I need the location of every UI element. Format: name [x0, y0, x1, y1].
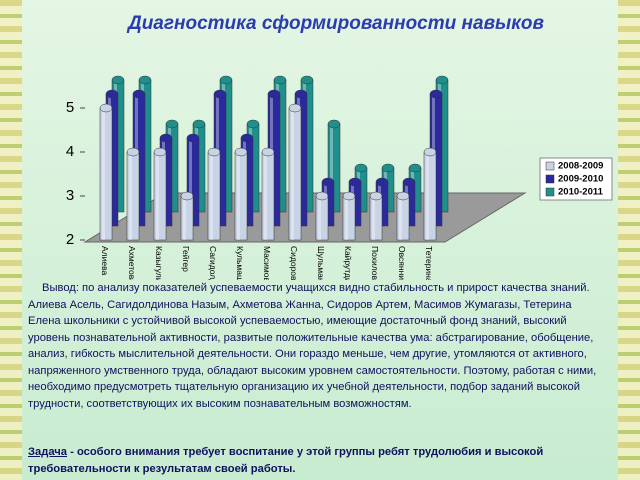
- bar-shine: [399, 196, 402, 240]
- bar-top: [423, 147, 437, 157]
- bar-top: [180, 191, 194, 201]
- legend-swatch: [545, 187, 555, 197]
- bar-top: [396, 191, 410, 201]
- bar: [261, 151, 275, 241]
- bar-top: [408, 163, 422, 173]
- bar-top: [435, 75, 449, 85]
- bar-top: [111, 75, 125, 85]
- bar-shine: [189, 138, 192, 226]
- conclusion-text: Вывод: по анализу показателей успеваемос…: [28, 282, 597, 410]
- bar-top: [369, 191, 383, 201]
- bar-top: [300, 75, 314, 85]
- x-tick-label: Сагидолдинова: [208, 246, 218, 280]
- chart: Диагностика сформированности навыков 2 3 4…: [66, 13, 613, 280]
- bar-top: [273, 75, 287, 85]
- y-tick-label: 5: [66, 99, 74, 116]
- x-tick-label: Масимов: [262, 246, 272, 280]
- x-tick-label: Кульмашев: [235, 246, 245, 280]
- bar-shine: [210, 152, 213, 240]
- bar-top: [375, 177, 389, 187]
- bar-shine: [102, 108, 105, 240]
- x-tick-label: Овсянников: [397, 246, 407, 280]
- legend-label: 2010-2011: [558, 187, 604, 198]
- bar: [288, 107, 302, 241]
- bar-top: [213, 89, 227, 99]
- bar-shine: [345, 196, 348, 240]
- bar-top: [219, 75, 233, 85]
- bar-top: [315, 191, 329, 201]
- bar-shine: [291, 108, 294, 240]
- bar-top: [294, 89, 308, 99]
- bar-top: [234, 147, 248, 157]
- y-tick-label: 4: [66, 143, 74, 160]
- bar-top: [288, 103, 302, 113]
- bar-shine: [129, 152, 132, 240]
- bar-top: [240, 133, 254, 143]
- bar-top: [246, 119, 260, 129]
- bar-top: [99, 103, 113, 113]
- x-tick-label: Ахметова: [127, 246, 137, 280]
- bar: [315, 195, 329, 241]
- bar-top: [267, 89, 281, 99]
- bar-top: [186, 133, 200, 143]
- bar-top: [402, 177, 416, 187]
- bar-top: [159, 133, 173, 143]
- bar-top: [327, 119, 341, 129]
- ornament-left: [0, 0, 22, 480]
- legend-label: 2008-2009: [558, 161, 603, 172]
- bar-top: [321, 177, 335, 187]
- bar-top: [381, 163, 395, 173]
- x-tick-label: Шульман: [316, 246, 326, 280]
- bar-top: [354, 163, 368, 173]
- bar-top: [153, 147, 167, 157]
- bar-shine: [318, 196, 321, 240]
- y-tick-label: 3: [66, 187, 74, 204]
- legend-label: 2009-2010: [558, 174, 603, 185]
- legend-swatch: [545, 161, 555, 171]
- bar: [153, 151, 167, 241]
- bar-top: [138, 75, 152, 85]
- bar-shine: [372, 196, 375, 240]
- x-tick-label: Тетерина: [424, 246, 434, 280]
- bar-top: [342, 191, 356, 201]
- x-tick-label: Кайрутдинов: [343, 246, 353, 280]
- bar-top: [132, 89, 146, 99]
- bar: [207, 151, 221, 241]
- x-tick-label: Гейгер: [181, 246, 191, 272]
- x-tick-label: Сидоров: [289, 246, 299, 280]
- bar: [234, 151, 248, 241]
- bar-top: [126, 147, 140, 157]
- bar-top: [429, 89, 443, 99]
- bar: [99, 107, 113, 241]
- bar-shine: [330, 124, 333, 212]
- bar-shine: [426, 152, 429, 240]
- task-body: - особого внимания требует воспитание у …: [28, 446, 544, 475]
- bar-top: [165, 119, 179, 129]
- bar: [342, 195, 356, 241]
- chart-title: Диагностика сформированности навыков: [126, 13, 544, 34]
- bar-shine: [264, 152, 267, 240]
- bar-top: [261, 147, 275, 157]
- bar: [396, 195, 410, 241]
- bar: [369, 195, 383, 241]
- x-tick-label: Похилов: [370, 246, 380, 280]
- bar: [126, 151, 140, 241]
- task-text: Задача - особого внимания требует воспит…: [28, 444, 608, 477]
- bar-top: [207, 147, 221, 157]
- bar-shine: [156, 152, 159, 240]
- bar: [180, 195, 194, 241]
- task-label: Задача: [28, 446, 67, 458]
- legend-swatch: [545, 174, 555, 184]
- y-tick-label: 2: [66, 231, 74, 248]
- bar-top: [348, 177, 362, 187]
- bar-shine: [237, 152, 240, 240]
- bar-top: [105, 89, 119, 99]
- bar-top: [192, 119, 206, 129]
- ornament-right: [618, 0, 640, 480]
- bar: [423, 151, 437, 241]
- x-tick-label: Казыгулина: [154, 246, 164, 280]
- x-tick-label: Алиева: [100, 246, 110, 276]
- bar-shine: [183, 196, 186, 240]
